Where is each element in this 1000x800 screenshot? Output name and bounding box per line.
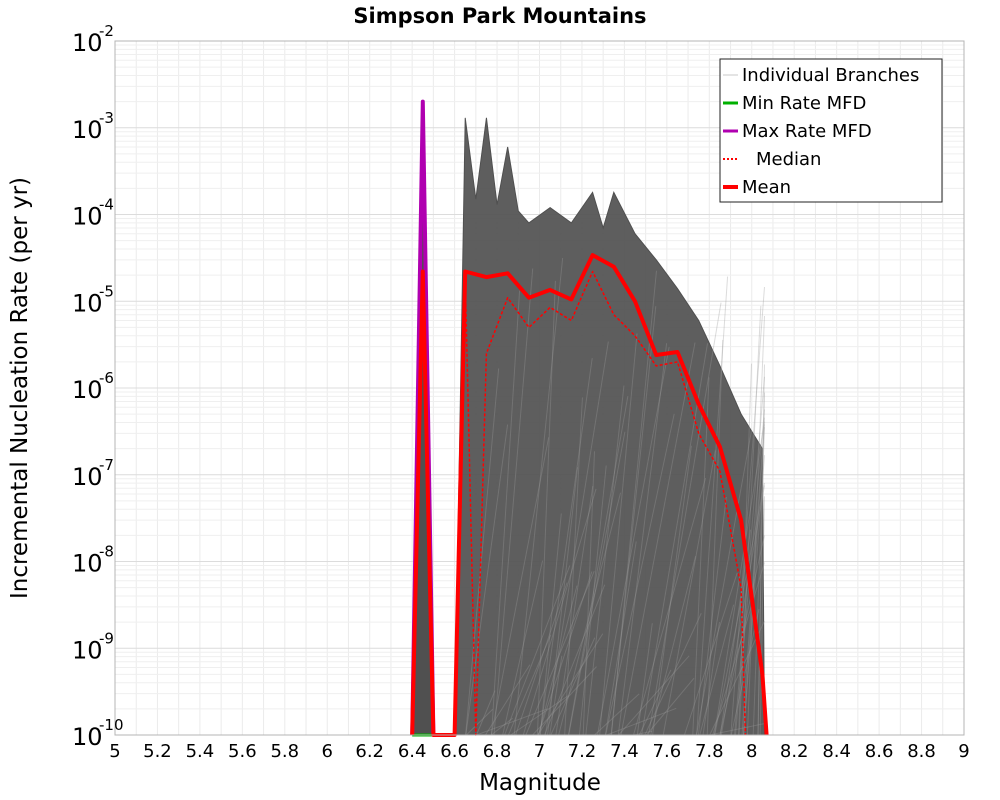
y-tick-exponent: -6 bbox=[99, 369, 114, 387]
y-tick-base: 10 bbox=[72, 636, 103, 664]
x-tick-label: 6.4 bbox=[398, 741, 427, 762]
legend-label: Mean bbox=[742, 177, 791, 198]
x-tick-label: 5.4 bbox=[186, 741, 215, 762]
x-tick-label: 6.6 bbox=[440, 741, 469, 762]
x-axis-label: Magnitude bbox=[479, 770, 601, 796]
y-tick-base: 10 bbox=[72, 723, 103, 751]
x-tick-label: 8.8 bbox=[907, 741, 936, 762]
legend-label: Individual Branches bbox=[742, 65, 919, 86]
x-tick-label: 7.8 bbox=[695, 741, 724, 762]
y-tick-base: 10 bbox=[72, 116, 103, 144]
x-tick-label: 5.8 bbox=[270, 741, 299, 762]
x-tick-label: 7.6 bbox=[653, 741, 682, 762]
y-tick-base: 10 bbox=[72, 550, 103, 578]
y-tick-exponent: -8 bbox=[99, 543, 114, 561]
x-tick-label: 5 bbox=[109, 741, 120, 762]
y-tick-base: 10 bbox=[72, 463, 103, 491]
y-tick-exponent: -2 bbox=[99, 22, 114, 40]
y-tick-exponent: -3 bbox=[99, 109, 114, 127]
x-tick-label: 8.6 bbox=[865, 741, 894, 762]
x-tick-label: 6.2 bbox=[355, 741, 384, 762]
legend-item-branches: Individual Branches bbox=[723, 65, 919, 86]
x-tick-label: 6 bbox=[322, 741, 333, 762]
y-tick-base: 10 bbox=[72, 289, 103, 317]
y-tick-exponent: -10 bbox=[99, 716, 124, 734]
legend-label: Median bbox=[756, 149, 821, 170]
x-tick-label: 8.4 bbox=[822, 741, 851, 762]
x-tick-label: 8.2 bbox=[780, 741, 809, 762]
legend-item-min: Min Rate MFD bbox=[723, 93, 866, 114]
y-tick-exponent: -4 bbox=[99, 196, 114, 214]
y-tick-exponent: -5 bbox=[99, 282, 114, 300]
y-tick-exponent: -9 bbox=[99, 629, 114, 647]
x-tick-label: 7.4 bbox=[610, 741, 639, 762]
legend-label: Max Rate MFD bbox=[742, 121, 872, 142]
chart: 5 5.2 5.4 5.6 5.8 6 6.2 6.4 6.6 6.8 7 7.2 7.4 7.6 7.8 8… bbox=[0, 0, 1000, 800]
x-tick-label: 5.6 bbox=[228, 741, 257, 762]
x-tick-label: 7.2 bbox=[568, 741, 597, 762]
x-tick-label: 6.8 bbox=[483, 741, 512, 762]
y-tick-base: 10 bbox=[72, 29, 103, 57]
x-tick-label: 7 bbox=[534, 741, 545, 762]
x-tick-label: 8 bbox=[746, 741, 757, 762]
y-tick-exponent: -7 bbox=[99, 456, 114, 474]
x-axis: 5 5.2 5.4 5.6 5.8 6 6.2 6.4 6.6 6.8 7 7.2 7.4 7.6 7.8 8… bbox=[109, 741, 969, 762]
legend-item-max: Max Rate MFD bbox=[723, 121, 872, 142]
y-tick-base: 10 bbox=[72, 203, 103, 231]
x-tick-label: 5.2 bbox=[143, 741, 172, 762]
y-tick-base: 10 bbox=[72, 376, 103, 404]
chart-title: Simpson Park Mountains bbox=[353, 4, 646, 28]
legend: Individual Branches Min Rate MFD Max Rate … bbox=[720, 59, 942, 202]
y-axis-label: Incremental Nucleation Rate (per yr) bbox=[7, 177, 33, 599]
x-tick-label: 9 bbox=[958, 741, 969, 762]
legend-label: Min Rate MFD bbox=[742, 93, 866, 114]
